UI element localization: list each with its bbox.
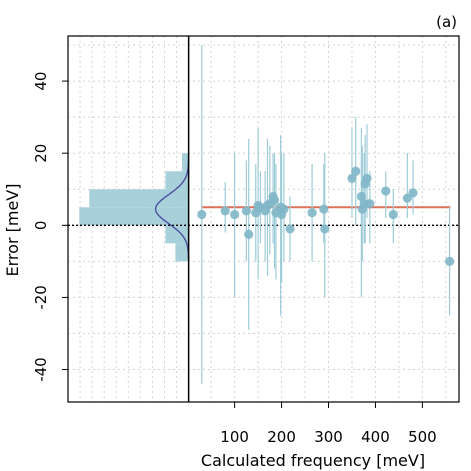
data-point bbox=[285, 224, 295, 234]
data-point bbox=[362, 173, 372, 184]
panel-label: (a) bbox=[436, 13, 457, 31]
x-tick-label: 300 bbox=[314, 428, 343, 446]
histogram-bar bbox=[175, 243, 189, 262]
data-point bbox=[269, 195, 280, 205]
data-point bbox=[320, 224, 330, 234]
data-point bbox=[230, 209, 240, 220]
plot-frame bbox=[67, 35, 460, 403]
y-tick-label: -20 bbox=[32, 285, 50, 310]
data-point bbox=[319, 204, 329, 214]
ticks: 100 200 300 400 500 -40 -20 0 20 40 bbox=[32, 72, 437, 446]
histogram-bar bbox=[165, 171, 189, 190]
data-point bbox=[220, 206, 230, 216]
data-point bbox=[388, 209, 398, 220]
data-point bbox=[408, 188, 418, 198]
data-point bbox=[347, 173, 357, 184]
y-tick-label: 20 bbox=[32, 144, 50, 163]
data-point bbox=[365, 199, 375, 209]
histogram-bar bbox=[89, 189, 189, 208]
plot-border bbox=[67, 35, 460, 403]
data-point bbox=[197, 209, 207, 220]
data-point bbox=[356, 191, 366, 202]
x-tick-label: 400 bbox=[361, 428, 390, 446]
data-point bbox=[279, 204, 289, 214]
y-tick-label: 0 bbox=[32, 221, 50, 231]
y-tick-label: 40 bbox=[32, 72, 50, 91]
x-tick-label: 200 bbox=[267, 428, 296, 446]
data-point bbox=[445, 256, 455, 266]
data-point bbox=[307, 208, 317, 218]
normal-curve bbox=[154, 158, 190, 260]
data-points bbox=[197, 166, 455, 266]
histogram bbox=[79, 153, 190, 262]
data-point bbox=[241, 206, 251, 216]
x-axis-title: Calculated frequency [meV] bbox=[201, 451, 425, 470]
histogram-bar bbox=[165, 225, 189, 244]
data-point bbox=[381, 186, 391, 196]
x-tick-label: 100 bbox=[220, 428, 249, 446]
x-tick-label: 500 bbox=[408, 428, 437, 446]
y-tick-label: -40 bbox=[32, 357, 50, 382]
histogram-bar bbox=[182, 153, 189, 172]
data-point bbox=[351, 166, 361, 176]
histogram-bar bbox=[79, 207, 189, 226]
y-axis-title: Error [meV] bbox=[3, 184, 22, 277]
data-point bbox=[244, 229, 254, 239]
